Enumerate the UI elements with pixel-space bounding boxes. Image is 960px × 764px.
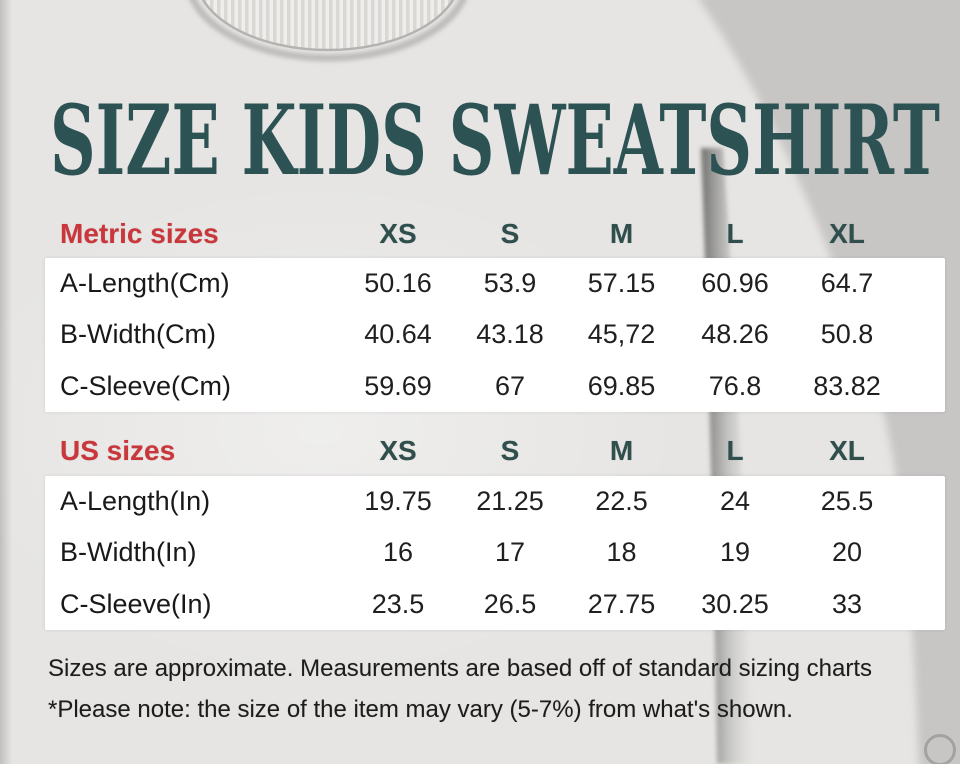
size-col-xs: XS	[379, 218, 417, 249]
page-title: SIZE KIDS SWEATSHIRT	[50, 84, 940, 187]
footnote-approximate: Sizes are approximate. Measurements are …	[48, 655, 872, 682]
us-section-label: US sizes	[60, 435, 176, 466]
footnote-variance: *Please note: the size of the item may v…	[48, 696, 793, 723]
value-cell: 16	[382, 537, 414, 568]
value-cell: 59.69	[364, 370, 432, 401]
value-cell: 48.26	[701, 319, 769, 350]
table-row: C-Sleeve(In) 23.5 26.5 27.75 30.25 33	[45, 579, 945, 630]
value-cell: 45,72	[587, 319, 656, 350]
value-cell: 25.5	[820, 486, 874, 517]
row-label: C-Sleeve(Cm)	[60, 370, 232, 401]
value-cell: 50.16	[364, 268, 432, 299]
value-cell: 18	[606, 537, 637, 568]
size-col-s: S	[500, 218, 520, 249]
row-label: B-Width(Cm)	[60, 319, 216, 350]
value-cell: 19.75	[364, 486, 432, 517]
value-cell: 20	[831, 537, 863, 568]
value-cell: 43.18	[476, 319, 544, 350]
value-cell: 23.5	[371, 588, 425, 619]
row-label: A-Length(In)	[60, 486, 211, 517]
value-cell: 57.15	[587, 268, 656, 299]
table-row: A-Length(In) 19.75 21.25 22.5 24 25.5	[45, 476, 945, 527]
value-cell: 50.8	[820, 319, 874, 350]
row-label: B-Width(In)	[60, 537, 197, 568]
value-cell: 76.8	[708, 370, 762, 401]
value-cell: 27.75	[587, 588, 656, 619]
value-cell: 83.82	[813, 370, 881, 401]
value-cell: 33	[831, 588, 863, 619]
watermark-ring	[924, 734, 956, 764]
us-header-row: US sizes XS S M L XL	[45, 427, 945, 475]
metric-header-row: Metric sizes XS S M L XL	[45, 210, 945, 258]
size-col-m: M	[609, 435, 634, 466]
value-cell: 30.25	[701, 588, 769, 619]
value-cell: 53.9	[483, 268, 537, 299]
size-col-xl: XL	[829, 435, 865, 466]
us-table: A-Length(In) 19.75 21.25 22.5 24 25.5 B-…	[45, 476, 945, 630]
size-col-m: M	[609, 218, 634, 249]
value-cell: 22.5	[595, 486, 648, 517]
title-block: SIZE KIDS SWEATSHIRT	[40, 82, 960, 197]
value-cell: 24	[719, 486, 751, 517]
collar	[189, 0, 467, 62]
size-col-l: L	[726, 435, 744, 466]
value-cell: 40.64	[364, 319, 432, 350]
left-edge-shadow	[0, 0, 12, 764]
value-cell: 21.25	[476, 486, 544, 517]
value-cell: 19	[719, 537, 751, 568]
value-cell: 26.5	[483, 588, 537, 619]
table-row: C-Sleeve(Cm) 59.69 67 69.85 76.8 83.82	[45, 361, 945, 412]
table-row: B-Width(Cm) 40.64 43.18 45,72 48.26 50.8	[45, 309, 945, 360]
size-col-l: L	[726, 218, 744, 249]
gray-backdrop	[699, 0, 960, 764]
metric-table: A-Length(Cm) 50.16 53.9 57.15 60.96 64.7…	[45, 258, 945, 412]
row-label: A-Length(Cm)	[60, 268, 230, 299]
value-cell: 69.85	[587, 370, 656, 401]
metric-section-label: Metric sizes	[60, 218, 219, 249]
size-col-s: S	[500, 435, 520, 466]
row-label: C-Sleeve(In)	[60, 588, 212, 619]
value-cell: 67	[494, 370, 526, 401]
size-col-xl: XL	[829, 218, 865, 249]
table-row: B-Width(In) 16 17 18 19 20	[45, 527, 945, 578]
value-cell: 60.96	[701, 268, 769, 299]
value-cell: 64.7	[820, 268, 874, 299]
title-art: SIZE KIDS SWEATSHIRT	[50, 84, 940, 197]
value-cell: 17	[494, 537, 526, 568]
size-col-xs: XS	[379, 435, 417, 466]
table-row: A-Length(Cm) 50.16 53.9 57.15 60.96 64.7	[45, 258, 945, 309]
